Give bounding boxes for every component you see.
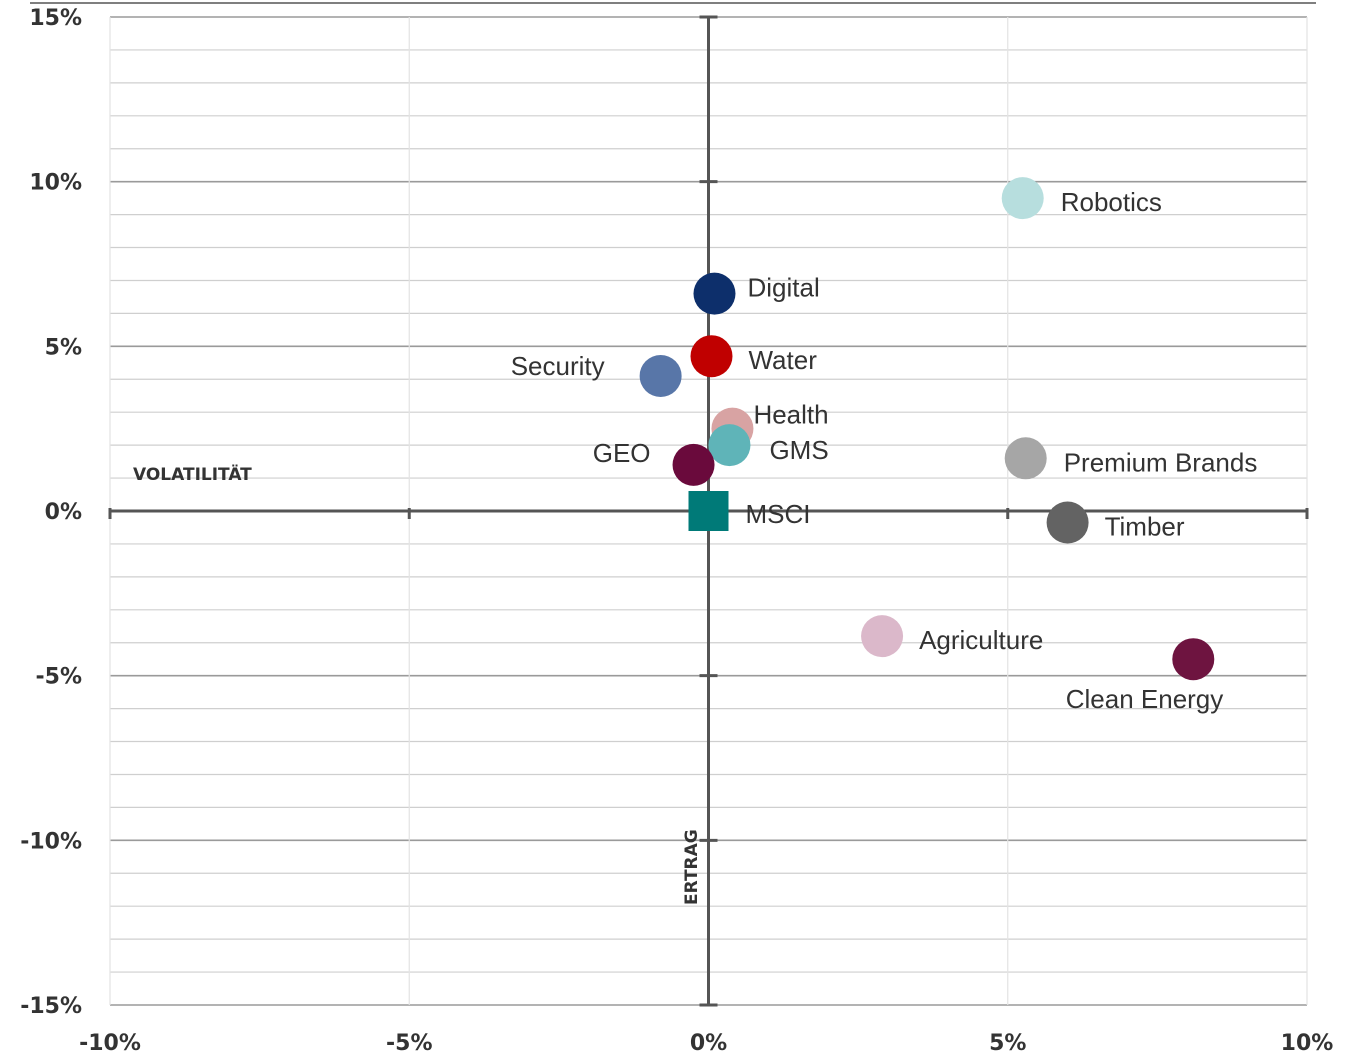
y-axis-title: ERTRAG <box>682 829 702 905</box>
point-geo <box>672 443 715 486</box>
point-security <box>639 354 682 397</box>
point-msci <box>688 491 729 531</box>
x-tick-label: 0% <box>690 1031 727 1055</box>
y-tick-label: 10% <box>29 171 82 196</box>
point-gms <box>708 424 751 467</box>
label-premium-brands: Premium Brands <box>1064 447 1258 477</box>
y-tick-label: 0% <box>45 500 82 525</box>
label-msci: MSCI <box>746 499 811 529</box>
y-tick-label: -15% <box>20 994 82 1019</box>
tick-labels: -10% -5% 0% 5% 10% 15% 10% 5% 0% -5% -10% -15% <box>20 6 1333 1055</box>
y-tick-label: 5% <box>45 335 82 360</box>
label-security: Security <box>511 351 605 381</box>
y-tick-label: -5% <box>36 665 82 690</box>
label-clean-energy: Clean Energy <box>1066 684 1224 714</box>
x-tick-label: 5% <box>989 1031 1026 1055</box>
x-axis-title: VOLATILITÄT <box>133 463 252 485</box>
y-tick-label: 15% <box>29 6 82 31</box>
label-geo: GEO <box>593 438 651 468</box>
x-tick-label: -10% <box>79 1031 141 1055</box>
label-robotics: Robotics <box>1061 187 1162 217</box>
point-digital <box>693 272 736 315</box>
data-points <box>639 177 1215 681</box>
point-timber <box>1046 501 1089 544</box>
point-water <box>690 335 733 378</box>
point-agriculture <box>861 615 904 658</box>
point-premium-brands <box>1004 437 1047 480</box>
label-agriculture: Agriculture <box>919 625 1043 655</box>
label-water: Water <box>748 345 817 375</box>
y-tick-label: -10% <box>20 829 82 854</box>
label-health: Health <box>753 400 828 430</box>
label-timber: Timber <box>1105 512 1185 542</box>
label-digital: Digital <box>747 273 819 303</box>
x-tick-label: -5% <box>386 1031 432 1055</box>
point-labels: Robotics Digital Water Security Health GMS GEO… <box>511 187 1258 714</box>
label-gms: GMS <box>769 435 828 465</box>
point-robotics <box>1001 177 1044 220</box>
point-clean-energy <box>1172 638 1215 681</box>
x-tick-label: 10% <box>1281 1031 1334 1055</box>
